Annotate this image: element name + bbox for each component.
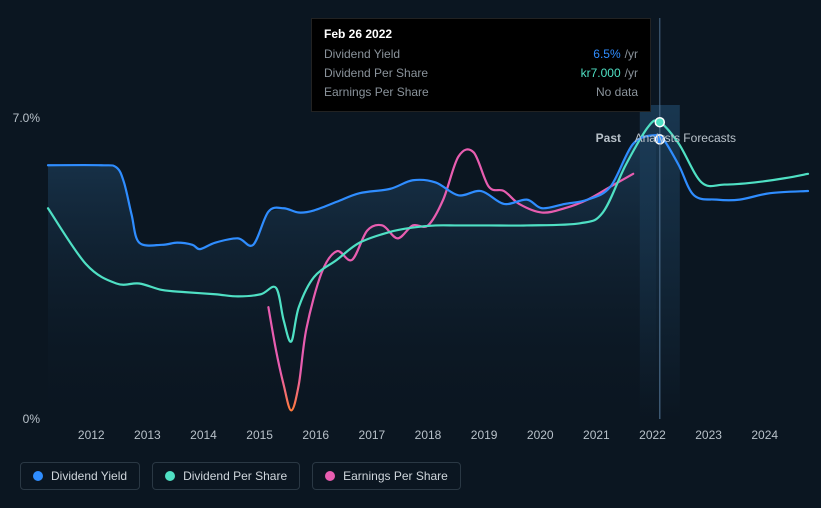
region-label-forecasts: Analysts Forecasts <box>635 131 736 145</box>
tooltip-row-label: Dividend Yield <box>324 45 400 64</box>
tooltip-row: Dividend Per Share kr7.000/yr <box>324 64 638 83</box>
x-tick-label: 2014 <box>190 428 217 442</box>
x-tick-label: 2013 <box>134 428 161 442</box>
region-label-past: Past <box>596 131 621 145</box>
legend-dot-icon <box>325 471 335 481</box>
x-tick-label: 2018 <box>415 428 442 442</box>
x-tick-label: 2015 <box>246 428 273 442</box>
tooltip-row: Dividend Yield 6.5%/yr <box>324 45 638 64</box>
area-fill <box>48 135 656 419</box>
x-tick-label: 2023 <box>695 428 722 442</box>
marker-dividendPerShare <box>655 118 664 127</box>
legend-label: Dividend Per Share <box>183 469 287 483</box>
x-tick-label: 2020 <box>527 428 554 442</box>
tooltip-row-value: 6.5%/yr <box>593 45 638 64</box>
legend-dividend-yield[interactable]: Dividend Yield <box>20 462 140 490</box>
legend-earnings-per-share[interactable]: Earnings Per Share <box>312 462 461 490</box>
legend-label: Earnings Per Share <box>343 469 448 483</box>
tooltip-date: Feb 26 2022 <box>324 27 638 41</box>
x-tick-label: 2016 <box>302 428 329 442</box>
chart-tooltip: Feb 26 2022 Dividend Yield6.5%/yrDividen… <box>311 18 651 112</box>
tooltip-row-value: No data <box>596 83 638 102</box>
x-tick-label: 2022 <box>639 428 666 442</box>
x-tick-label: 2017 <box>359 428 386 442</box>
tooltip-row-label: Dividend Per Share <box>324 64 428 83</box>
legend-dividend-per-share[interactable]: Dividend Per Share <box>152 462 300 490</box>
x-tick-label: 2012 <box>78 428 105 442</box>
y-tick-label: 0% <box>23 412 41 426</box>
x-tick-label: 2021 <box>583 428 610 442</box>
x-tick-label: 2024 <box>751 428 778 442</box>
legend-label: Dividend Yield <box>51 469 127 483</box>
tooltip-row: Earnings Per Share No data <box>324 83 638 102</box>
tooltip-row-label: Earnings Per Share <box>324 83 429 102</box>
y-tick-label: 7.0% <box>13 111 41 125</box>
legend-bar: Dividend Yield Dividend Per Share Earnings… <box>20 462 461 490</box>
x-tick-label: 2019 <box>471 428 498 442</box>
legend-dot-icon <box>165 471 175 481</box>
tooltip-row-value: kr7.000/yr <box>581 64 638 83</box>
legend-dot-icon <box>33 471 43 481</box>
